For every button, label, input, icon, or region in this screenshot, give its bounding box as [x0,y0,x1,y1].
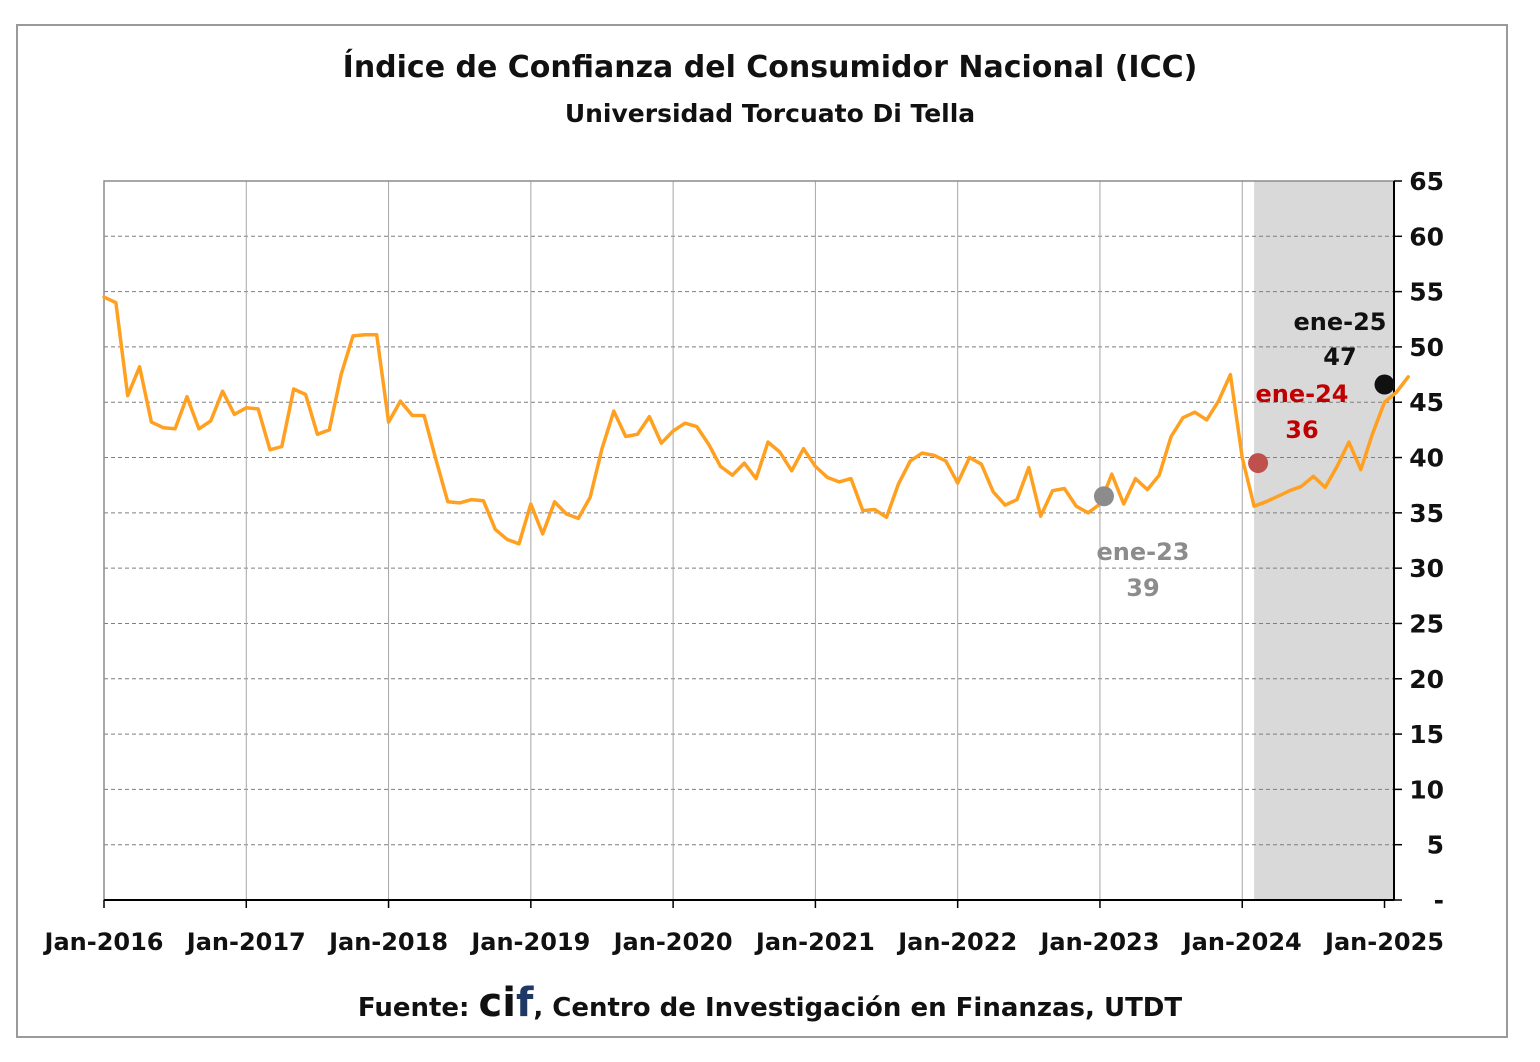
source-line: Fuente: cif, Centro de Investigación en … [0,980,1540,1026]
shaded-period [1254,181,1394,900]
cif-logo-f: f [515,980,534,1026]
y-tick-label: 10 [1409,775,1444,804]
x-tick-label: Jan-2019 [469,928,590,956]
annotation-label: ene-24 [1256,380,1349,408]
y-tick-label: 45 [1409,388,1444,417]
annotation-value: 47 [1323,343,1356,371]
annotation-value: 39 [1126,574,1159,602]
x-tick-label: Jan-2017 [185,928,306,956]
y-tick-label: 40 [1409,444,1444,473]
y-tick-label: 55 [1409,278,1444,307]
y-tick-label: 65 [1409,167,1444,196]
y-tick-label: 50 [1409,333,1444,362]
annotation-marker [1374,374,1395,395]
y-tick-label: 30 [1409,554,1444,583]
x-tick-label: Jan-2018 [327,928,448,956]
y-tick-label: 35 [1409,499,1444,528]
annotation-marker [1248,453,1269,474]
x-tick-label: Jan-2021 [754,928,875,956]
annotation-label: ene-23 [1097,538,1190,566]
x-tick-label: Jan-2016 [43,928,164,956]
x-tick-label: Jan-2023 [1038,928,1159,956]
annotation-label: ene-25 [1294,308,1387,336]
y-tick-label: 5 [1427,831,1444,860]
source-text: , Centro de Investigación en Finanzas, U… [533,993,1183,1023]
y-tick-label: 20 [1409,665,1444,694]
x-tick-label: Jan-2024 [1181,928,1302,956]
icc-series-line [102,295,1410,546]
y-tick-label: 60 [1409,222,1444,251]
y-tick-label: 15 [1409,720,1444,749]
x-tick-label: Jan-2020 [612,928,733,956]
x-tick-label: Jan-2025 [1323,928,1444,956]
annotation-value: 36 [1285,416,1318,444]
cif-logo-ci: ci [478,980,516,1026]
chart-subtitle: Universidad Torcuato Di Tella [564,99,976,128]
plot-area [103,180,1395,901]
x-tick-label: Jan-2022 [896,928,1017,956]
y-tick-label: - [1434,886,1444,915]
chart-title: Índice de Confianza del Consumidor Nacio… [342,50,1198,85]
y-tick-label: 25 [1409,609,1444,638]
annotation-marker [1093,486,1114,507]
source-prefix: Fuente: [357,993,479,1023]
cif-logo: cif [479,980,534,1026]
